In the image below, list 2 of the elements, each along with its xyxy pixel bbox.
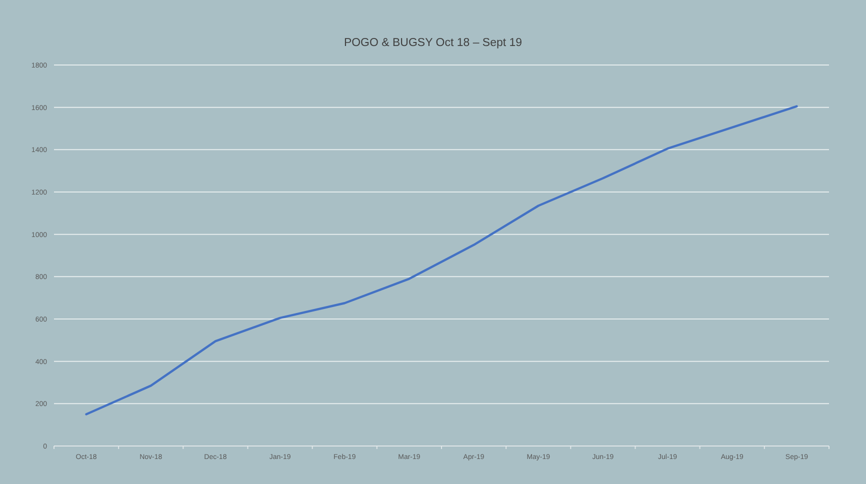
line-series bbox=[85, 105, 798, 416]
chart-title: POGO & BUGSY Oct 18 – Sept 19 bbox=[344, 37, 522, 49]
